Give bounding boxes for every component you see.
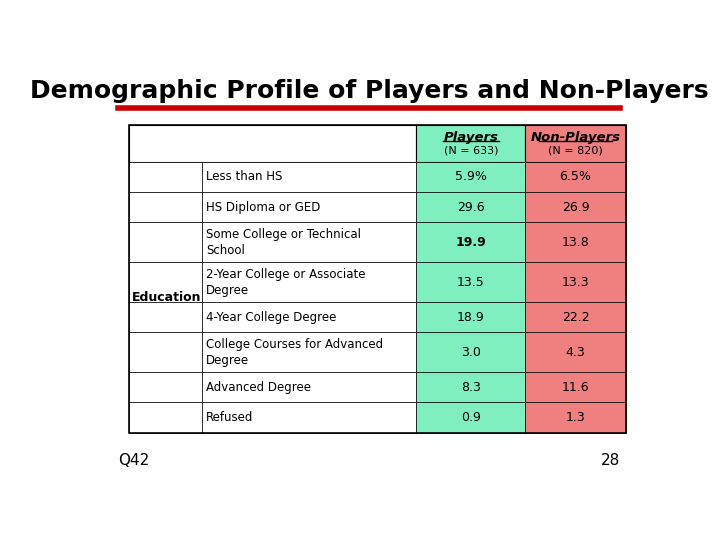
- Bar: [416, 332, 526, 372]
- Text: Q42: Q42: [118, 453, 149, 468]
- Bar: [129, 332, 202, 372]
- Bar: [416, 302, 526, 332]
- Bar: [526, 262, 626, 302]
- Bar: [526, 161, 626, 192]
- Text: 5.9%: 5.9%: [455, 171, 487, 184]
- Text: 19.9: 19.9: [456, 236, 486, 249]
- Text: 13.5: 13.5: [457, 275, 485, 288]
- Bar: [129, 372, 202, 402]
- Text: Non-Players: Non-Players: [531, 131, 621, 145]
- Text: 8.3: 8.3: [461, 381, 481, 394]
- Bar: [202, 302, 416, 332]
- Text: 18.9: 18.9: [457, 310, 485, 323]
- Bar: [416, 402, 526, 433]
- Text: 13.8: 13.8: [562, 236, 590, 249]
- Text: (N = 820): (N = 820): [548, 145, 603, 156]
- Text: 3.0: 3.0: [461, 346, 481, 359]
- Text: 0.9: 0.9: [461, 411, 481, 424]
- Bar: [129, 262, 202, 302]
- Text: 28: 28: [601, 453, 620, 468]
- Text: 4.3: 4.3: [566, 346, 585, 359]
- Text: Less than HS: Less than HS: [206, 171, 282, 184]
- Text: 22.2: 22.2: [562, 310, 589, 323]
- Text: (N = 633): (N = 633): [444, 145, 498, 156]
- Bar: [526, 192, 626, 222]
- Bar: [129, 192, 202, 222]
- Bar: [129, 402, 202, 433]
- Bar: [416, 262, 526, 302]
- Bar: [526, 402, 626, 433]
- Bar: [416, 192, 526, 222]
- Bar: [202, 192, 416, 222]
- Bar: [526, 332, 626, 372]
- Bar: [202, 402, 416, 433]
- Text: 29.6: 29.6: [457, 201, 485, 214]
- Bar: [526, 125, 626, 161]
- Bar: [416, 161, 526, 192]
- Text: 13.3: 13.3: [562, 275, 589, 288]
- Text: Education: Education: [132, 291, 202, 303]
- Text: Some College or Technical
School: Some College or Technical School: [206, 228, 361, 257]
- Text: Refused: Refused: [206, 411, 253, 424]
- Bar: [202, 222, 416, 262]
- Bar: [416, 222, 526, 262]
- Text: 6.5%: 6.5%: [559, 171, 591, 184]
- Bar: [202, 262, 416, 302]
- Bar: [526, 222, 626, 262]
- Bar: [129, 302, 202, 332]
- Text: Demographic Profile of Players and Non-Players: Demographic Profile of Players and Non-P…: [30, 79, 708, 103]
- Bar: [129, 125, 416, 161]
- Bar: [416, 372, 526, 402]
- Text: 11.6: 11.6: [562, 381, 589, 394]
- Text: Advanced Degree: Advanced Degree: [206, 381, 311, 394]
- Text: 4-Year College Degree: 4-Year College Degree: [206, 310, 336, 323]
- Text: 1.3: 1.3: [566, 411, 585, 424]
- Bar: [202, 372, 416, 402]
- Text: 2-Year College or Associate
Degree: 2-Year College or Associate Degree: [206, 267, 366, 296]
- Text: HS Diploma or GED: HS Diploma or GED: [206, 201, 320, 214]
- Text: 26.9: 26.9: [562, 201, 589, 214]
- Bar: [416, 125, 526, 161]
- Bar: [526, 372, 626, 402]
- Bar: [129, 161, 202, 192]
- Bar: [129, 222, 202, 262]
- Bar: [526, 302, 626, 332]
- Text: Players: Players: [444, 131, 498, 145]
- Text: College Courses for Advanced
Degree: College Courses for Advanced Degree: [206, 338, 383, 367]
- Bar: [202, 332, 416, 372]
- Bar: [202, 161, 416, 192]
